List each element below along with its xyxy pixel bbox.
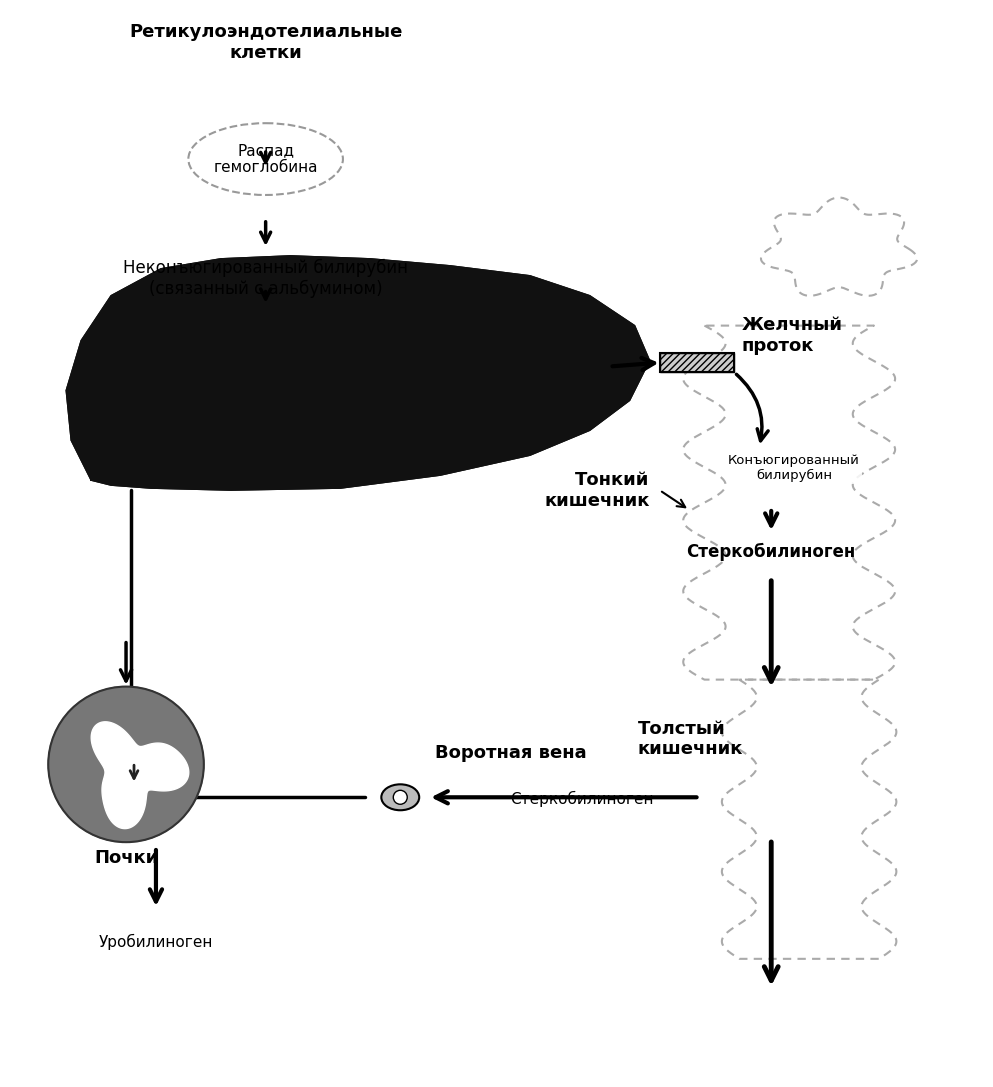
Text: Конъюгированный
билирубин: Конъюгированный билирубин <box>728 454 860 483</box>
Text: Воротная вена: Воротная вена <box>435 745 587 762</box>
Text: Толстый
кишечник: Толстый кишечник <box>638 720 743 759</box>
Text: Неконъюгированный билирубин
(связанный с альбумином): Неконъюгированный билирубин (связанный с… <box>123 259 408 298</box>
Text: Ретикулоэндотелиальные
клетки: Ретикулоэндотелиальные клетки <box>129 24 402 62</box>
Text: Распад
гемоглобина: Распад гемоглобина <box>213 142 318 175</box>
Text: Уробилиноген: Уробилиноген <box>98 934 213 950</box>
Text: Стеркобилиноген: Стеркобилиноген <box>510 791 653 808</box>
Bar <box>659 352 735 373</box>
Text: Почки: Почки <box>94 849 158 867</box>
Polygon shape <box>67 255 649 490</box>
Ellipse shape <box>381 785 419 810</box>
Text: Тонкий
кишечник: Тонкий кишечник <box>544 471 649 510</box>
Text: Стеркобилиноген: Стеркобилиноген <box>686 542 856 561</box>
Bar <box>659 352 735 373</box>
Polygon shape <box>91 722 189 828</box>
Circle shape <box>393 790 407 804</box>
Circle shape <box>49 687 204 842</box>
Ellipse shape <box>189 123 343 195</box>
Text: Желчный
проток: Желчный проток <box>742 316 842 355</box>
